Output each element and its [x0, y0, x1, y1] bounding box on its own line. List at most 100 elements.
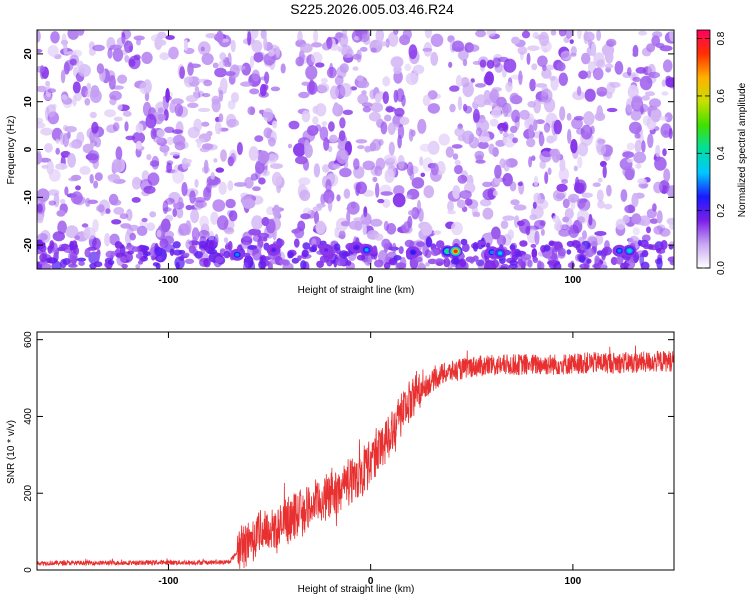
spectrogram-cell — [231, 92, 239, 103]
spectrogram-cell — [156, 256, 163, 261]
spectrogram-cell — [302, 242, 311, 250]
spectrogram-cell — [357, 93, 369, 105]
spectrogram-cell — [627, 67, 632, 76]
spectrogram-cell — [40, 127, 53, 136]
spectrogram-cell — [199, 215, 209, 229]
spectrogram-cell — [564, 208, 574, 220]
spectrogram-cell — [399, 116, 410, 126]
spectrogram-cell — [234, 182, 247, 187]
spectrogram-cell — [339, 63, 349, 74]
spectrogram-cell — [627, 84, 639, 100]
spectrogram-cell — [492, 57, 501, 68]
spectrogram-cell — [104, 232, 111, 247]
spectrogram-cell — [394, 107, 405, 117]
spectrogram-cell — [226, 118, 240, 128]
spectrogram-cell — [370, 102, 384, 113]
spectrogram-cell — [632, 52, 639, 57]
spectrogram-cell — [282, 259, 290, 266]
spectrogram-cell — [119, 245, 126, 255]
spectrogram-cell — [301, 249, 309, 258]
spectrogram-cell — [566, 249, 572, 255]
spectrogram-cell — [92, 219, 99, 233]
spectrogram-cell — [81, 223, 89, 228]
spectrogram-cell — [594, 231, 607, 236]
spectrogram-cell — [297, 255, 302, 261]
spectrogram-cell — [119, 213, 129, 220]
spectrogram-cell — [620, 189, 628, 202]
spectrogram-cell — [540, 88, 553, 103]
spectrogram-cell — [656, 257, 663, 269]
spectrogram-cell — [416, 241, 425, 248]
spectrogram-cell — [418, 208, 424, 223]
spectrogram-cell — [268, 153, 277, 165]
spectrogram-cell — [488, 143, 495, 155]
spectrogram-cell — [526, 137, 536, 148]
spectrogram-cell — [602, 246, 613, 256]
spectrogram-cell — [570, 52, 577, 57]
spectrogram-cell — [95, 205, 101, 212]
spectrogram-cell — [298, 91, 310, 99]
spectrogram-cell — [579, 249, 585, 255]
spectrogram-cell — [46, 104, 56, 118]
spectrogram-cell — [41, 164, 49, 169]
y-tick-label: 0 — [23, 567, 34, 573]
spectrogram-cell — [557, 247, 566, 257]
spectrogram-cell — [384, 114, 392, 122]
spectrogram-cell — [372, 245, 377, 255]
x-tick-label: 0 — [368, 576, 374, 587]
spectrogram-cell — [492, 259, 499, 269]
snr-series-line — [37, 345, 674, 569]
spectrogram-cell — [109, 98, 117, 105]
spectrogram-cell — [305, 65, 318, 80]
spectrogram-cell — [499, 158, 506, 169]
spectrogram-cell — [330, 85, 339, 100]
spectrogram-cell — [549, 255, 558, 260]
spectrogram-cell — [646, 226, 651, 234]
spectrogram-cell — [555, 192, 566, 200]
spectrogram-cell — [287, 143, 293, 149]
spectrogram-cell — [250, 173, 259, 181]
spectrogram-cell — [358, 80, 370, 89]
spectrogram-cell — [37, 214, 44, 224]
spectrogram-cell — [76, 131, 85, 145]
spectrogram-cell — [614, 61, 624, 75]
spectrogram-cell — [454, 164, 463, 175]
spectrogram-cell — [165, 88, 170, 103]
spectrogram-cell — [400, 224, 407, 230]
spectrogram-hot-spot — [271, 248, 276, 252]
spectrogram-cell — [300, 213, 311, 220]
spectrogram-cell — [230, 39, 236, 53]
spectrogram-cell — [397, 155, 405, 170]
spectrogram-cell — [109, 44, 123, 51]
spectrogram-cell — [427, 90, 438, 100]
spectrogram-cell — [186, 161, 191, 168]
spectrogram-x-axis-label: Height of straight line (km) — [298, 285, 415, 296]
spectrogram-cell — [228, 210, 238, 222]
spectrogram-cell — [543, 244, 551, 252]
spectrogram-cell — [300, 260, 307, 269]
spectrogram-cell — [39, 244, 47, 253]
spectrogram-cell — [67, 153, 76, 168]
spectrogram-cell — [157, 31, 167, 39]
spectrogram-cell — [315, 62, 325, 68]
spectrogram-cell — [529, 214, 537, 221]
spectrogram-cell — [372, 176, 378, 183]
spectrogram-cell — [483, 99, 492, 106]
spectrogram-cell — [194, 251, 203, 259]
spectrogram-cell — [462, 130, 475, 144]
spectrogram-cell — [404, 63, 412, 72]
spectrogram-cell — [531, 155, 536, 161]
spectrogram-cell — [181, 182, 188, 197]
spectrogram-cell — [184, 258, 195, 264]
spectrogram-cell — [539, 151, 552, 163]
spectrogram-cell — [578, 255, 586, 263]
spectrogram-cell — [414, 256, 423, 263]
spectrogram-cell — [592, 182, 601, 187]
spectrogram-cell — [380, 191, 394, 196]
spectrogram-cell — [375, 41, 389, 47]
spectrogram-cell — [360, 46, 368, 52]
spectrogram-cell — [621, 262, 630, 267]
spectrogram-cell — [362, 160, 375, 171]
spectrogram-cell — [187, 126, 200, 139]
spectrogram-cell — [419, 143, 432, 152]
